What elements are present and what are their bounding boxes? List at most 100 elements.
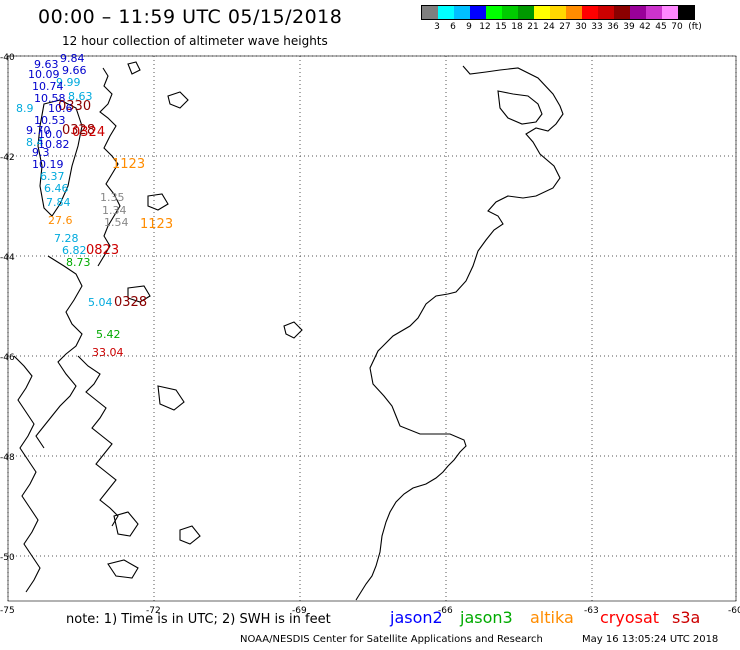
lat-label: -50: [0, 553, 15, 563]
lon-label: -66: [438, 606, 453, 616]
swh-observation: 6.46: [44, 182, 69, 195]
lon-label: -75: [0, 606, 15, 616]
credit-line: NOAA/NESDIS Center for Satellite Applica…: [240, 634, 543, 645]
swh-observation: 1.54: [104, 216, 129, 229]
swh-observation: 10.82: [38, 138, 70, 151]
legend-swatch: [662, 6, 678, 19]
swh-observation: 10.19: [32, 158, 64, 171]
swh-observation: 8.4: [26, 136, 44, 149]
legend-labels: (ft) 3 6 9 12 15 18 21 24 27 30 33 36 39 42 45 70: [421, 20, 702, 34]
swh-observation: 9.3: [32, 146, 50, 159]
swh-observation: 1.35: [100, 191, 125, 204]
island-mid: [283, 321, 303, 339]
lat-label: -40: [0, 53, 15, 63]
coastline-fjords-1: [35, 255, 83, 449]
islands-chiloe: [37, 99, 83, 217]
satellite-jason3: jason3: [460, 608, 513, 627]
legend-bin-label: 9: [466, 22, 472, 32]
legend-unit-label: (ft): [688, 22, 702, 32]
swh-observation: 10.53: [34, 114, 66, 127]
island-north: [167, 91, 189, 109]
lon-label: -60: [728, 606, 740, 616]
legend-bin-label: 6: [450, 22, 456, 32]
island-south-1: [113, 511, 139, 537]
lon-label: -63: [584, 606, 599, 616]
legend-bin-label: 33: [591, 22, 603, 32]
swh-observation: 7.28: [54, 232, 79, 245]
swh-observation: 5.42: [96, 328, 121, 341]
swh-observation: 6.82: [62, 244, 87, 257]
island-north-2: [127, 61, 141, 75]
legend-bin-label: 21: [527, 22, 539, 32]
coastline-fjords-3: [77, 355, 119, 527]
swh-observation: 9.99: [56, 76, 81, 89]
swh-observation: 10.09: [28, 68, 60, 81]
swh-observation: 0330: [58, 99, 91, 114]
lat-label: -44: [0, 253, 15, 263]
swh-observation: 0324: [72, 125, 105, 140]
page-title: 00:00 – 11:59 UTC 05/15/2018: [38, 6, 343, 28]
swh-observation: 9.70: [26, 124, 51, 137]
swh-observation: 10.74: [32, 80, 64, 93]
coastline-west-upper: [97, 67, 121, 267]
legend-bin-label: 42: [639, 22, 651, 32]
legend-bin-label: 3: [434, 22, 440, 32]
swh-observation: 9.66: [62, 64, 87, 77]
swh-observation: 1123: [140, 217, 173, 232]
legend-swatch: [646, 6, 662, 19]
lat-label: -46: [0, 353, 15, 363]
swh-observation: 8.73: [66, 256, 91, 269]
swh-observation: 27.6: [48, 214, 73, 227]
swh-observation: 10.6: [48, 102, 73, 115]
map-frame: [7, 55, 737, 602]
wave-height-map: -40 -42 -44 -46 -48 -50 -75 -72 -69 -66 -63 -60 9.8…: [0, 52, 740, 616]
lat-label: -48: [0, 453, 15, 463]
swh-observation: 8.9: [16, 102, 34, 115]
legend-bin-label: 70: [671, 22, 683, 32]
legend-bin-label: 45: [655, 22, 667, 32]
legend-swatch: [566, 6, 582, 19]
legend-swatch: [486, 6, 502, 19]
legend-swatch: [454, 6, 470, 19]
legend-swatch: [614, 6, 630, 19]
legend-bin-label: 24: [543, 22, 555, 32]
swh-observation: 0328: [62, 123, 95, 138]
legend-bin-label: 27: [559, 22, 571, 32]
swh-observation: 10.58: [34, 92, 66, 105]
island-south-4: [179, 525, 201, 545]
legend-swatch: [678, 6, 694, 19]
swh-observation: 0328: [114, 295, 147, 310]
legend-bin-label: 12: [479, 22, 491, 32]
satellite-altika: altika: [530, 608, 574, 627]
island-south-2: [107, 559, 139, 579]
legend-swatch: [598, 6, 614, 19]
legend-swatch: [630, 6, 646, 19]
legend-swatches: [421, 5, 695, 20]
satellite-s3a: s3a: [672, 608, 701, 627]
legend-bin-label: 36: [607, 22, 619, 32]
swh-observation: 0823: [86, 243, 119, 258]
peninsula: [497, 90, 543, 125]
page-subtitle: 12 hour collection of altimeter wave hei…: [62, 34, 328, 48]
swh-observation: 10.0: [38, 128, 63, 141]
lon-label: -72: [146, 606, 161, 616]
legend-bin-label: 18: [511, 22, 523, 32]
swh-observation: 9.84: [60, 52, 85, 65]
generated-timestamp: May 16 13:05:24 UTC 2018: [582, 634, 719, 645]
lon-label: -69: [292, 606, 307, 616]
lake-2: [127, 285, 151, 303]
legend-swatch: [518, 6, 534, 19]
swh-observation: 5.04: [88, 296, 113, 309]
legend-swatch: [470, 6, 486, 19]
color-legend: (ft) 3 6 9 12 15 18 21 24 27 30 33 36 39 42 45 70: [421, 5, 702, 34]
lat-label: -42: [0, 153, 15, 163]
swh-observation: 1123: [112, 157, 145, 172]
legend-swatch: [534, 6, 550, 19]
island-south-3: [157, 385, 185, 411]
coastline-fjords-2: [13, 355, 41, 593]
legend-swatch: [502, 6, 518, 19]
legend-bin-label: 39: [623, 22, 635, 32]
legend-swatch: [550, 6, 566, 19]
swh-observation: 33.04: [92, 346, 124, 359]
legend-bin-label: 30: [575, 22, 587, 32]
